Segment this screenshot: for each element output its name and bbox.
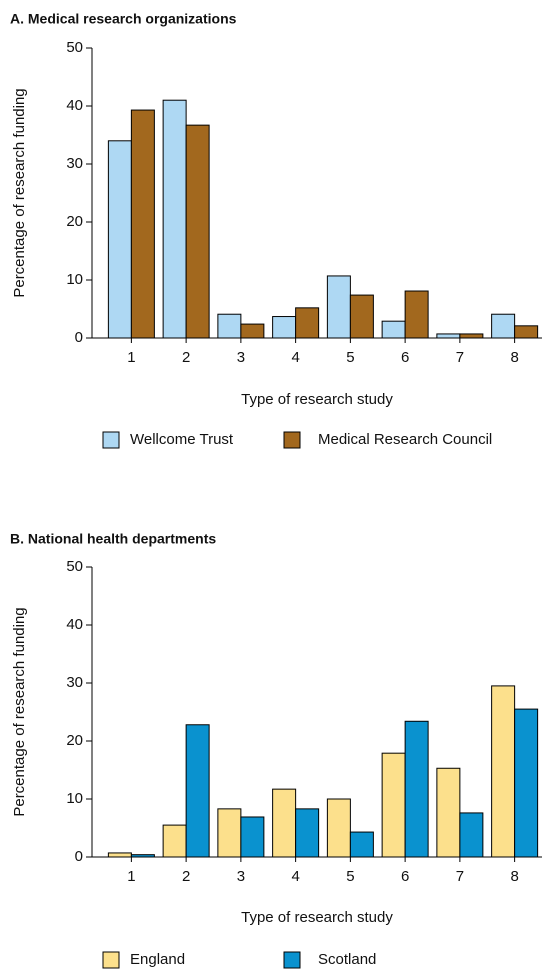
bar (404, 290, 429, 339)
bar (326, 798, 351, 858)
bar (514, 325, 539, 339)
x-tick-label: 8 (510, 868, 518, 885)
y-axis-label: Percentage of research funding (11, 88, 28, 297)
x-axis-label: Type of research study (241, 909, 393, 926)
x-tick-label: 5 (346, 868, 354, 885)
bar (349, 294, 374, 339)
chart-title: B. National health departments (10, 531, 216, 547)
x-tick-label: 1 (127, 868, 135, 885)
legend-label: Scotland (318, 951, 376, 968)
x-axis-label: Type of research study (241, 391, 393, 408)
bar (459, 812, 484, 858)
y-tick-label: 50 (66, 558, 83, 575)
y-tick-label: 30 (66, 155, 83, 172)
legend-label: Wellcome Trust (130, 431, 234, 448)
legend-swatch (102, 431, 120, 449)
y-tick-label: 40 (66, 616, 83, 633)
legend-swatch (283, 951, 301, 969)
bar (107, 852, 132, 858)
x-tick-label: 7 (456, 349, 464, 366)
bar (217, 808, 242, 858)
bar (240, 816, 265, 858)
y-tick-label: 10 (66, 790, 83, 807)
bar (272, 316, 297, 339)
legend-label: England (130, 951, 185, 968)
x-tick-label: 1 (127, 349, 135, 366)
bar (459, 333, 484, 339)
x-tick-label: 6 (401, 868, 409, 885)
x-tick-label: 4 (291, 868, 299, 885)
legend-label: Medical Research Council (318, 431, 492, 448)
x-tick-label: 2 (182, 349, 190, 366)
x-tick-label: 2 (182, 868, 190, 885)
y-tick-label: 0 (75, 329, 83, 346)
bar (130, 109, 155, 339)
x-tick-label: 4 (291, 349, 299, 366)
x-tick-label: 3 (237, 868, 245, 885)
legend-swatch (102, 951, 120, 969)
chart-title: A. Medical research organizations (10, 11, 237, 27)
y-tick-label: 10 (66, 271, 83, 288)
legend-swatch (283, 431, 301, 449)
y-tick-label: 30 (66, 674, 83, 691)
bar (295, 808, 320, 858)
bar (381, 320, 406, 339)
y-tick-label: 50 (66, 39, 83, 56)
bar (295, 307, 320, 339)
bar (326, 275, 351, 339)
x-tick-label: 8 (510, 349, 518, 366)
bar (349, 831, 374, 858)
bar (272, 788, 297, 858)
y-tick-label: 40 (66, 97, 83, 114)
y-tick-label: 20 (66, 213, 83, 230)
bar (240, 323, 265, 339)
bar (491, 313, 516, 339)
bar (381, 752, 406, 858)
bar (162, 99, 187, 339)
x-tick-label: 3 (237, 349, 245, 366)
y-tick-label: 0 (75, 848, 83, 865)
bar (185, 124, 210, 339)
bar (185, 724, 210, 858)
bar (514, 708, 539, 858)
x-tick-label: 5 (346, 349, 354, 366)
y-tick-label: 20 (66, 732, 83, 749)
x-tick-label: 7 (456, 868, 464, 885)
y-axis-label: Percentage of research funding (11, 607, 28, 816)
bar (436, 767, 461, 858)
bar (107, 140, 132, 339)
x-tick-label: 6 (401, 349, 409, 366)
bar (130, 854, 155, 858)
bar (436, 333, 461, 339)
bar (217, 313, 242, 339)
bar (491, 685, 516, 858)
bar (404, 720, 429, 858)
bar (162, 824, 187, 858)
